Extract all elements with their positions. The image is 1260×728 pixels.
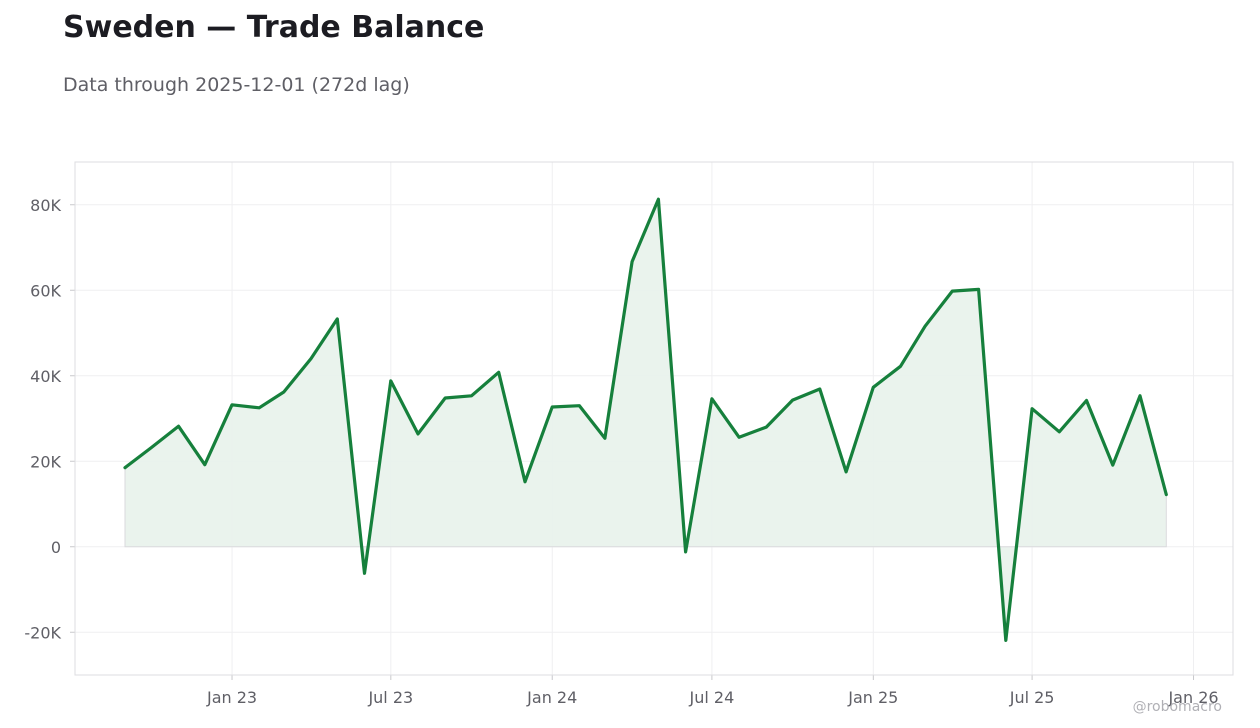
plot-frame (74, 161, 1234, 676)
y-tick-label: 0 (51, 538, 61, 557)
area-layer (124, 199, 1167, 641)
x-tick-label: Jul 25 (1009, 688, 1055, 707)
y-tick-label: 20K (30, 452, 61, 471)
x-tick-label: Jul 23 (367, 688, 413, 707)
x-tick-label: Jul 24 (689, 688, 735, 707)
y-tick-label: 80K (30, 196, 61, 215)
area-fill (124, 199, 1167, 641)
x-tick-label: Jan 23 (206, 688, 257, 707)
y-tick-label: 40K (30, 367, 61, 386)
y-tick-label: -20K (24, 623, 61, 642)
line-layer (123, 197, 1168, 642)
series-line (123, 197, 1168, 642)
x-tick-label: Jan 26 (1167, 688, 1218, 707)
y-axis-ticks: -20K 0 20K 40K 60K 80K (24, 196, 75, 642)
chart-title: Sweden — Trade Balance (63, 10, 485, 45)
x-tick-label: Jan 25 (847, 688, 898, 707)
x-tick-label: Jan 24 (526, 688, 577, 707)
chart-subtitle: Data through 2025-12-01 (272d lag) (63, 74, 410, 96)
watermark-text: @robomacro (1133, 699, 1222, 715)
x-axis-ticks: Jan 23 Jul 23 Jan 24 Jul 24 Jan 25 Jul 25 Jan … (206, 675, 1219, 707)
y-tick-label: 60K (30, 281, 61, 300)
